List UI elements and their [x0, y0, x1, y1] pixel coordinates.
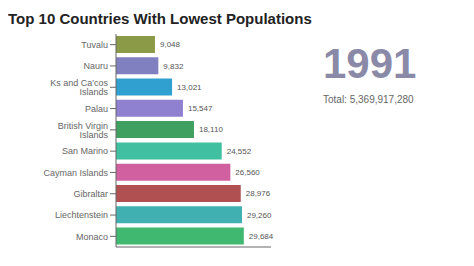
svg-text:Nauru: Nauru [83, 61, 108, 71]
html-text:Top 10 Countries With Lowest P: Top 10 Countries With Lowest Populations [8, 10, 312, 27]
svg-text:British VirginIslands: British VirginIslands [58, 121, 109, 140]
svg-text:13,021: 13,021 [177, 83, 202, 92]
svg-text:Ks and Ca'cosIslands: Ks and Ca'cosIslands [50, 78, 108, 97]
svg-text:Monaco: Monaco [76, 232, 108, 242]
svg-text:29,684: 29,684 [249, 232, 274, 241]
svg-text:Palau: Palau [85, 104, 108, 114]
svg-text:San Marino: San Marino [62, 146, 108, 156]
svg-text:Cayman Islands: Cayman Islands [43, 168, 108, 178]
svg-text:24,552: 24,552 [227, 147, 252, 156]
svg-text:Gibraltar: Gibraltar [73, 189, 108, 199]
svg-text:28,976: 28,976 [246, 189, 271, 198]
svg-text:Liechtenstein: Liechtenstein [55, 210, 108, 220]
svg-text:29,260: 29,260 [247, 211, 272, 220]
svg-text:15,547: 15,547 [188, 104, 213, 113]
svg-text:Tuvalu: Tuvalu [81, 40, 108, 50]
svg-text:9,048: 9,048 [160, 40, 181, 49]
html-text:Total: 5,369,917,280: Total: 5,369,917,280 [323, 94, 414, 105]
svg-text:26,560: 26,560 [235, 168, 260, 177]
svg-text:9,832: 9,832 [163, 62, 184, 71]
svg-text:18,110: 18,110 [199, 125, 223, 134]
html-text:1991: 1991 [323, 40, 417, 87]
